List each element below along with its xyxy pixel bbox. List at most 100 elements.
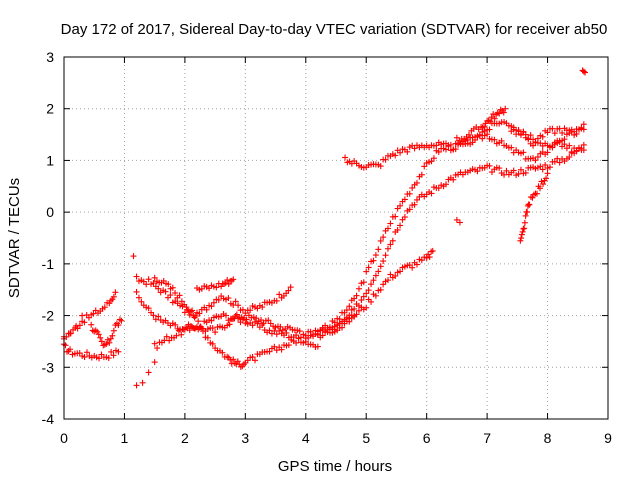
- data-point: [353, 311, 360, 318]
- data-point: [368, 281, 375, 288]
- data-point: [165, 281, 172, 288]
- data-point: [522, 131, 529, 138]
- data-point: [150, 280, 157, 287]
- data-point: [392, 152, 399, 159]
- data-point: [580, 141, 587, 148]
- data-point: [227, 356, 234, 363]
- data-point: [103, 340, 110, 347]
- y-tick-label: 3: [46, 49, 54, 65]
- data-point: [293, 332, 300, 339]
- data-point: [401, 196, 408, 203]
- data-point: [351, 305, 358, 312]
- data-point: [105, 355, 112, 362]
- y-tick-label: -1: [42, 256, 55, 272]
- data-point: [561, 141, 568, 148]
- data-point: [110, 327, 117, 334]
- axis-ticks: 0 1 2 3 4 5 6 7 8 9 -4 -3 -2 -1 0 1 2 3: [42, 49, 613, 446]
- data-point: [537, 185, 543, 192]
- data-point: [81, 354, 88, 361]
- data-point: [551, 130, 558, 137]
- data-point: [339, 324, 346, 331]
- data-point: [530, 142, 537, 149]
- data-point: [453, 134, 460, 141]
- data-point: [579, 67, 586, 74]
- data-point: [510, 126, 517, 133]
- data-point: [319, 332, 326, 339]
- data-point: [561, 136, 568, 143]
- data-point: [273, 297, 280, 304]
- data-point: [425, 251, 432, 258]
- data-point: [491, 136, 498, 143]
- data-point: [249, 353, 256, 360]
- data-point: [363, 268, 370, 275]
- data-point: [387, 271, 394, 278]
- data-point: [133, 382, 140, 389]
- data-point: [151, 274, 158, 281]
- x-tick-label: 7: [483, 430, 491, 446]
- data-point: [195, 318, 202, 325]
- data-point: [341, 320, 348, 327]
- data-point: [342, 154, 349, 161]
- x-tick-label: 8: [544, 430, 552, 446]
- data-point: [101, 304, 108, 311]
- data-point: [426, 254, 433, 261]
- data-point: [370, 277, 377, 284]
- data-point: [130, 253, 137, 260]
- data-point: [556, 159, 563, 166]
- data-point: [423, 254, 430, 261]
- data-point: [518, 235, 525, 242]
- data-point: [243, 316, 250, 323]
- x-tick-label: 0: [60, 430, 68, 446]
- data-point: [234, 358, 241, 365]
- data-point: [382, 252, 389, 259]
- data-point: [192, 313, 199, 320]
- data-point: [145, 369, 152, 376]
- data-point: [258, 317, 265, 324]
- data-point: [496, 110, 503, 117]
- data-point: [346, 318, 353, 325]
- data-point: [187, 308, 194, 315]
- data-point: [314, 343, 321, 350]
- data-point: [209, 325, 216, 332]
- data-point: [81, 319, 88, 326]
- data-point: [100, 342, 107, 349]
- data-point: [154, 345, 161, 352]
- data-point: [184, 306, 191, 313]
- data-point: [173, 332, 180, 339]
- x-tick-label: 3: [241, 430, 249, 446]
- data-point: [145, 305, 152, 312]
- x-tick-label: 9: [604, 430, 612, 446]
- data-point: [79, 312, 86, 319]
- data-point: [226, 321, 233, 328]
- y-tick-label: -2: [42, 308, 55, 324]
- data-point: [522, 212, 529, 219]
- data-point: [397, 202, 404, 209]
- data-point: [372, 292, 379, 299]
- data-point: [532, 157, 539, 164]
- data-point: [273, 331, 280, 338]
- data-point: [430, 155, 437, 162]
- data-point: [542, 161, 549, 168]
- data-point: [384, 225, 391, 232]
- data-point: [133, 288, 140, 295]
- data-point: [539, 166, 546, 173]
- data-point: [508, 144, 515, 151]
- data-point: [413, 179, 420, 186]
- data-point: [517, 166, 524, 173]
- data-point: [109, 332, 116, 339]
- data-point: [406, 190, 413, 197]
- chart-title: Day 172 of 2017, Sidereal Day-to-day VTE…: [61, 21, 608, 38]
- data-point: [209, 340, 216, 347]
- data-point: [496, 165, 503, 172]
- data-point: [67, 346, 74, 353]
- data-point: [139, 379, 146, 386]
- data-point: [377, 237, 384, 244]
- data-point: [363, 290, 370, 297]
- data-point: [259, 304, 266, 311]
- data-point: [409, 264, 416, 271]
- data-point: [363, 304, 370, 311]
- data-point: [429, 247, 436, 254]
- data-point: [526, 201, 533, 208]
- data-point: [497, 106, 504, 113]
- data-point: [155, 313, 162, 320]
